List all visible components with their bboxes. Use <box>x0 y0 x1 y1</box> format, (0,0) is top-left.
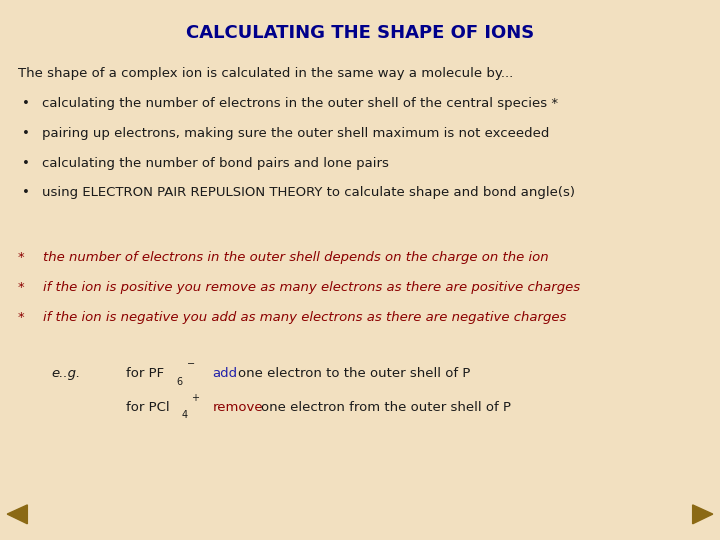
Text: add: add <box>212 367 238 380</box>
Text: pairing up electrons, making sure the outer shell maximum is not exceeded: pairing up electrons, making sure the ou… <box>42 127 549 140</box>
Text: *: * <box>18 251 24 264</box>
Text: remove: remove <box>212 401 263 414</box>
Text: •: • <box>22 157 30 170</box>
Text: 6: 6 <box>176 377 183 387</box>
Text: *: * <box>18 281 24 294</box>
Text: if the ion is positive you remove as many electrons as there are positive charge: if the ion is positive you remove as man… <box>43 281 580 294</box>
Text: •: • <box>22 97 30 110</box>
Text: CALCULATING THE SHAPE OF IONS: CALCULATING THE SHAPE OF IONS <box>186 24 534 42</box>
Text: 4: 4 <box>181 410 188 421</box>
Text: one electron from the outer shell of P: one electron from the outer shell of P <box>261 401 511 414</box>
Text: if the ion is negative you add as many electrons as there are negative charges: if the ion is negative you add as many e… <box>43 310 567 323</box>
Text: −: − <box>187 359 195 369</box>
Text: The shape of a complex ion is calculated in the same way a molecule by...: The shape of a complex ion is calculated… <box>18 68 513 80</box>
Text: calculating the number of bond pairs and lone pairs: calculating the number of bond pairs and… <box>42 157 389 170</box>
Text: the number of electrons in the outer shell depends on the charge on the ion: the number of electrons in the outer she… <box>43 251 549 264</box>
Polygon shape <box>693 505 713 524</box>
Text: for PF: for PF <box>126 367 164 380</box>
Polygon shape <box>7 505 27 524</box>
Text: •: • <box>22 186 30 199</box>
Text: *: * <box>18 310 24 323</box>
Text: e..g.: e..g. <box>52 367 81 380</box>
Text: •: • <box>22 127 30 140</box>
Text: +: + <box>192 393 199 403</box>
Text: one electron to the outer shell of P: one electron to the outer shell of P <box>238 367 470 380</box>
Text: using ELECTRON PAIR REPULSION THEORY to calculate shape and bond angle(s): using ELECTRON PAIR REPULSION THEORY to … <box>42 186 575 199</box>
Text: for PCl: for PCl <box>126 401 170 414</box>
Text: calculating the number of electrons in the outer shell of the central species *: calculating the number of electrons in t… <box>42 97 558 110</box>
